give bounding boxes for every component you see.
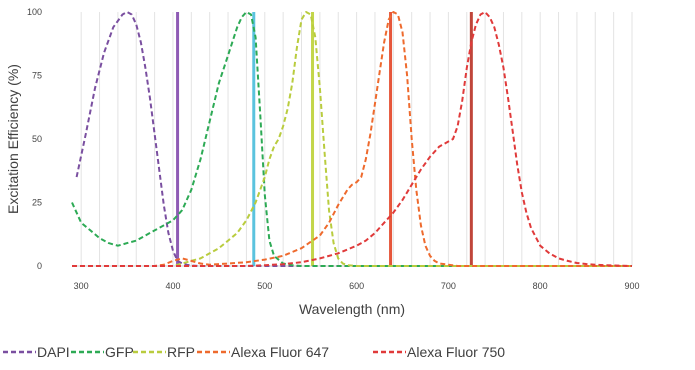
legend-label: GFP — [105, 344, 134, 360]
x-tick-labels: 300 400 500 600 700 800 900 — [74, 281, 640, 291]
x-tick-label: 900 — [624, 281, 639, 291]
series-line-rfp — [72, 11, 632, 267]
x-tick-label: 300 — [74, 281, 89, 291]
x-tick-label: 700 — [441, 281, 456, 291]
x-tick-label: 600 — [349, 281, 364, 291]
x-tick-label: 500 — [257, 281, 272, 291]
series-line-alexa-fluor-647 — [72, 11, 632, 267]
series-line-gfp — [71, 11, 632, 267]
y-axis-title: Excitation Efficiency (%) — [5, 64, 21, 214]
y-tick-label: 0 — [37, 261, 42, 271]
legend-label: Alexa Fluor 647 — [231, 344, 329, 360]
y-tick-labels: 0 25 50 75 100 — [27, 7, 42, 271]
y-tick-label: 75 — [32, 71, 42, 81]
laser-lines — [176, 12, 473, 266]
y-tick-label: 100 — [27, 7, 42, 17]
legend-label: DAPI — [37, 344, 70, 360]
grid-layer — [80, 12, 633, 266]
y-tick-label: 50 — [32, 134, 42, 144]
legend: DAPI GFP RFP Alexa Fluor 647 Alexa Fluor 750 — [3, 344, 505, 360]
legend-label: Alexa Fluor 750 — [407, 344, 505, 360]
x-tick-label: 800 — [533, 281, 548, 291]
series-line-dapi — [75, 11, 632, 267]
series-line-alexa-fluor-750 — [72, 11, 633, 267]
x-axis-title: Wavelength (nm) — [299, 301, 405, 317]
x-tick-label: 400 — [165, 281, 180, 291]
y-tick-label: 25 — [32, 198, 42, 208]
series-layer — [71, 11, 633, 267]
legend-label: RFP — [167, 344, 195, 360]
